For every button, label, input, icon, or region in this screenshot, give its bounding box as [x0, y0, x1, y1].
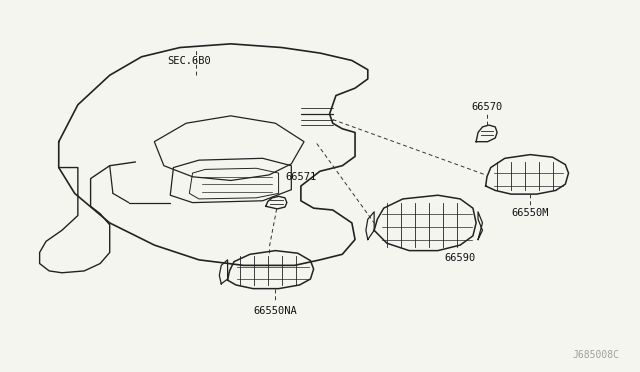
Text: 66571: 66571 — [285, 172, 316, 182]
Text: 66550NA: 66550NA — [253, 306, 297, 316]
Text: 66590: 66590 — [444, 253, 476, 263]
Text: SEC.6B0: SEC.6B0 — [168, 56, 211, 66]
Text: 66550M: 66550M — [511, 208, 549, 218]
Text: 66570: 66570 — [471, 102, 502, 112]
Text: J685008C: J685008C — [573, 350, 620, 359]
